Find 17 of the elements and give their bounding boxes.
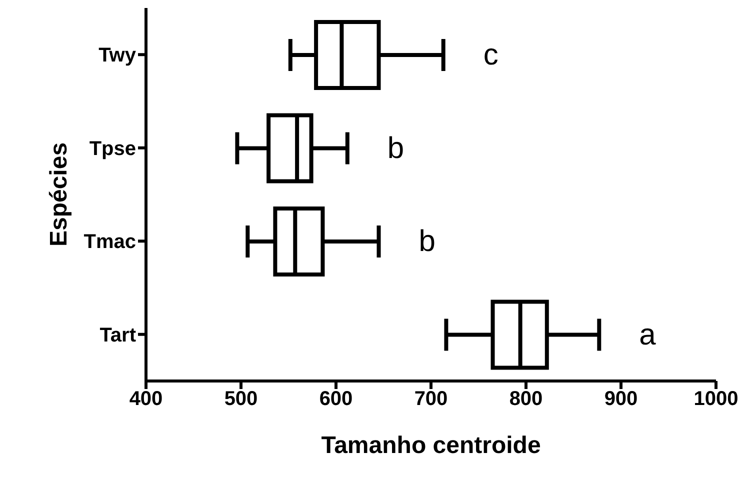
annotation: a [639,318,656,352]
y-axis-title: Espécies [46,142,73,247]
x-tick-label: 900 [604,388,638,410]
x-tick-label: 500 [224,388,258,410]
x-tick-label: 700 [414,388,448,410]
y-tick-label: Tmac [84,231,136,254]
x-tick-label: 1000 [694,388,738,410]
x-tick-label: 800 [509,388,543,410]
y-tick-label: Tart [100,324,136,346]
x-axis-title: Tamanho centroide [321,432,541,459]
annotation: b [387,132,404,165]
annotation: b [418,225,436,258]
y-tick-label: Twy [98,44,137,67]
annotation: c [483,38,498,72]
x-tick-label: 400 [129,388,163,410]
y-tick-label: Tpse [89,138,136,160]
x-tick-label: 600 [319,388,353,410]
